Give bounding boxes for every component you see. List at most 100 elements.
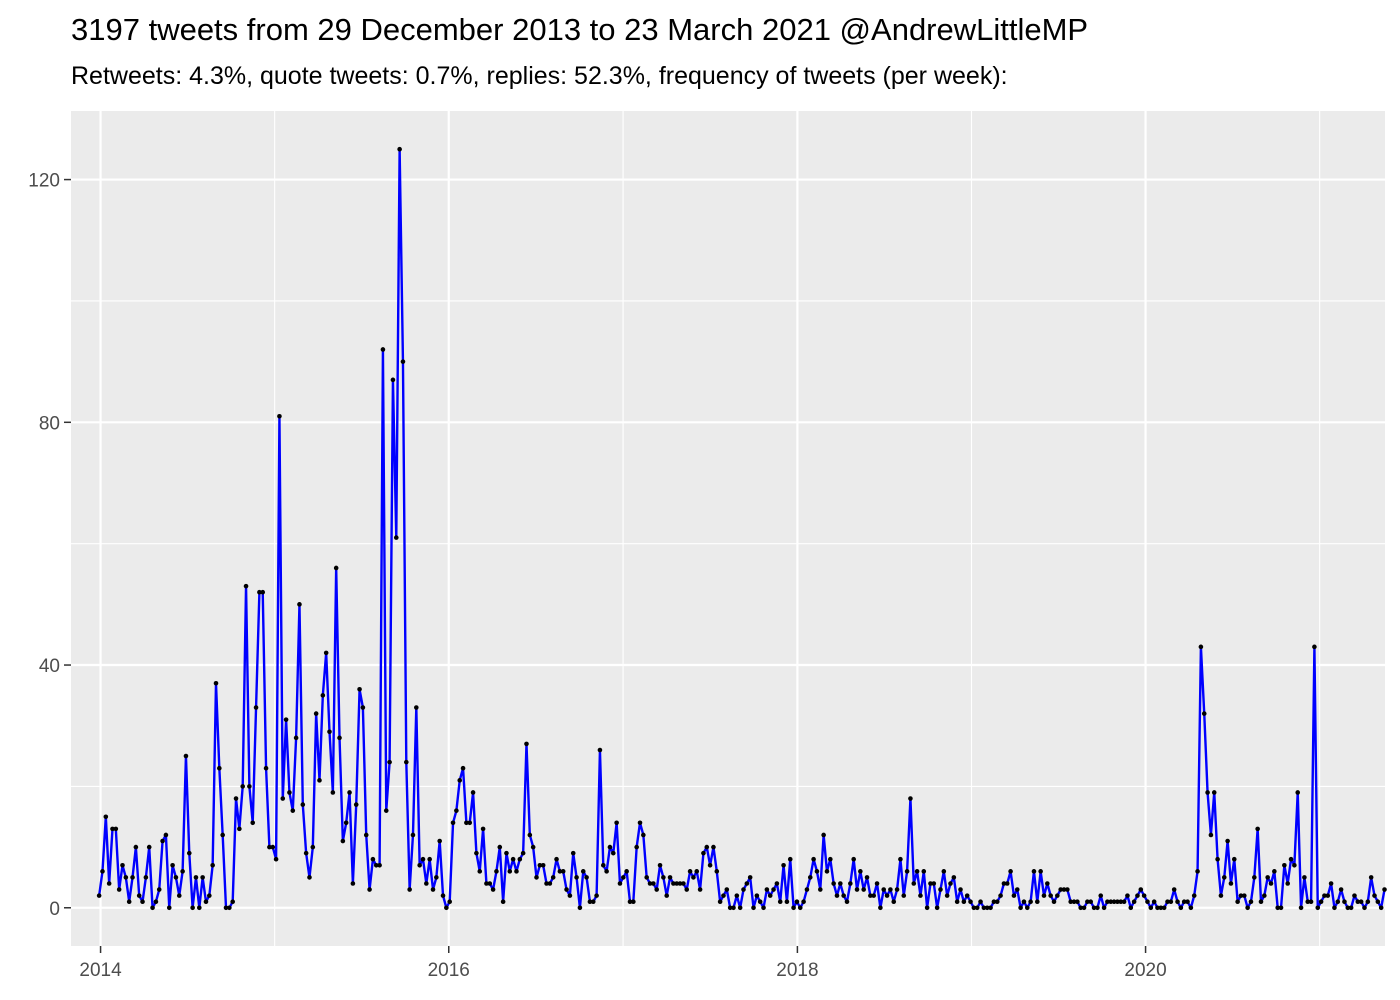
data-point: [961, 899, 967, 904]
data-point: [908, 796, 913, 801]
data-point: [928, 881, 933, 886]
data-point: [838, 881, 843, 886]
data-point: [1188, 905, 1194, 911]
y-tick-label: 80: [39, 413, 60, 434]
data-point: [180, 869, 185, 874]
data-point: [1345, 905, 1351, 911]
data-point: [323, 650, 329, 656]
data-point: [330, 790, 336, 795]
data-point: [938, 887, 943, 892]
data-point: [116, 887, 122, 892]
data-point: [817, 887, 823, 892]
data-point: [834, 893, 840, 898]
data-point: [333, 565, 339, 571]
data-point: [717, 899, 723, 904]
data-point: [1111, 899, 1117, 904]
data-point: [590, 899, 596, 904]
data-point: [347, 790, 352, 795]
data-point: [784, 899, 790, 904]
data-point: [140, 899, 145, 904]
data-point: [714, 869, 720, 874]
data-point: [544, 881, 549, 886]
data-point: [1145, 899, 1150, 904]
data-point: [484, 881, 489, 886]
data-point: [824, 869, 830, 874]
data-point: [898, 856, 903, 862]
data-point: [200, 875, 205, 880]
data-point: [844, 899, 850, 904]
data-point: [888, 887, 893, 892]
data-point: [1335, 899, 1341, 904]
data-point: [357, 687, 362, 692]
data-point: [1258, 899, 1264, 904]
data-point: [1121, 899, 1127, 904]
data-point: [801, 899, 806, 904]
data-point: [247, 784, 252, 789]
data-point: [1118, 899, 1124, 904]
data-point: [370, 856, 376, 862]
data-point: [1024, 905, 1030, 911]
data-point: [884, 893, 890, 898]
data-point: [383, 808, 389, 813]
data-point: [841, 893, 846, 898]
data-point: [400, 359, 406, 364]
data-point: [1228, 881, 1234, 886]
data-point: [1128, 905, 1134, 911]
data-point: [1295, 790, 1301, 795]
data-point: [253, 705, 259, 710]
data-point: [1372, 893, 1377, 898]
data-point: [303, 850, 309, 856]
data-point: [1282, 862, 1287, 868]
data-point: [1272, 869, 1277, 874]
data-point: [981, 905, 987, 911]
data-point: [1055, 893, 1060, 898]
data-point: [477, 869, 483, 874]
data-point: [380, 347, 386, 352]
data-point: [1358, 899, 1364, 904]
data-point: [213, 680, 219, 686]
data-point: [771, 887, 776, 892]
data-point: [427, 856, 432, 862]
data-point: [257, 589, 262, 595]
data-point: [170, 862, 175, 868]
data-point: [891, 899, 897, 904]
data-point: [777, 899, 783, 904]
data-point: [1038, 869, 1043, 874]
data-point: [848, 881, 853, 886]
data-point: [1148, 905, 1154, 911]
data-point: [547, 881, 553, 886]
data-point: [197, 905, 202, 911]
data-point: [1318, 899, 1324, 904]
data-point: [994, 899, 1000, 904]
data-point: [1131, 899, 1137, 904]
data-point: [871, 893, 877, 898]
data-point: [1268, 881, 1274, 886]
data-point: [944, 893, 950, 898]
data-point: [1352, 893, 1357, 898]
data-point: [410, 832, 416, 838]
data-point: [126, 899, 132, 904]
data-point: [677, 881, 683, 886]
data-point: [914, 869, 920, 874]
data-point: [1328, 881, 1334, 886]
data-point: [1175, 899, 1180, 904]
data-point: [1198, 644, 1204, 650]
data-point: [570, 850, 576, 856]
data-point: [1255, 826, 1260, 832]
data-point: [193, 875, 199, 880]
data-point: [136, 893, 142, 898]
data-point: [1231, 856, 1237, 862]
data-point: [828, 856, 833, 862]
data-point: [500, 899, 506, 904]
data-point: [757, 899, 763, 904]
data-point: [100, 869, 105, 874]
data-point: [260, 589, 266, 595]
data-point: [631, 899, 636, 904]
data-point: [901, 893, 907, 898]
data-point: [797, 905, 803, 911]
data-point: [470, 790, 476, 795]
data-point: [924, 905, 930, 911]
data-point: [474, 850, 479, 856]
data-point: [270, 844, 276, 850]
data-point: [1045, 881, 1050, 886]
